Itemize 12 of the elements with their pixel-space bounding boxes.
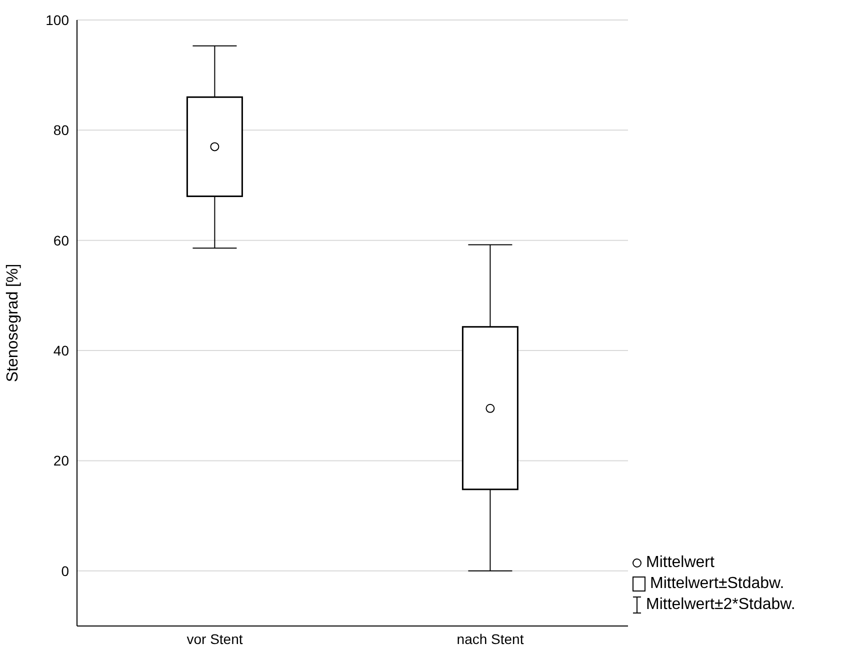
y-tick-label: 20 (53, 452, 70, 469)
y-tick-label: 80 (53, 122, 70, 138)
x-tick-label: nach Stent (456, 630, 524, 647)
y-tick-label: 0 (61, 562, 70, 579)
text: Mittelwert±Stdabw. (650, 575, 784, 592)
text: Mittelwert±2*Stdabw. (646, 596, 796, 613)
y-tick-label: 40 (53, 342, 70, 359)
x-tick-label: vor Stent (186, 630, 243, 647)
y-tick-label: 60 (53, 232, 70, 248)
y-axis-title: Stenosegrad [%] (4, 264, 22, 382)
y-tick-label: 100 (46, 12, 70, 28)
text: Mittelwert (646, 554, 714, 571)
